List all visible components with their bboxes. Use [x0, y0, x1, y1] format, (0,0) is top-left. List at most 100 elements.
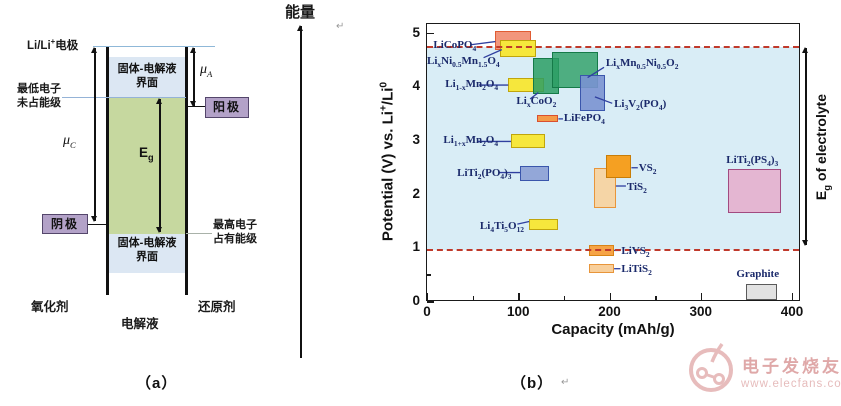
x-tick-label: 0 [423, 304, 431, 319]
mu-c-label: μC [63, 133, 76, 150]
lumo-label-line2: 未占能级 [17, 97, 61, 109]
y-tick-label: 5 [412, 24, 420, 40]
x-minor-tick [655, 296, 657, 300]
x-tick-label: 400 [780, 304, 804, 319]
anode-connector-line [188, 106, 205, 107]
material-label-litis2: LiTiS2 [621, 262, 652, 277]
sei-top-label-line1: 固体-电解液 [117, 63, 177, 75]
sei-top-label-line2: 界面 [136, 76, 158, 89]
material-box-li4ti5o12 [529, 219, 559, 231]
sei-band-top: 固体-电解液 界面 [109, 57, 185, 98]
material-box-li3v2po4 [580, 75, 605, 112]
electrolyte-label: 电解液 [121, 317, 159, 331]
return-mark: ↵ [336, 21, 345, 32]
eg-label: Eg [139, 145, 154, 163]
column-right-wall [185, 47, 188, 295]
material-label-liti2po43: LiTi2(PO4)3 [457, 167, 512, 182]
leader-line-licopo4 [470, 40, 496, 46]
reduction-limit-dashed-line [427, 248, 799, 251]
mu-c-arrow-icon [91, 47, 97, 222]
column-left-wall [106, 47, 109, 295]
li-electrode-level-line [93, 46, 215, 47]
x-tick-label: 100 [506, 304, 530, 319]
caption-b: （b） [511, 375, 554, 392]
x-tick [427, 293, 429, 300]
material-label-licopo4: LiCoPO4 [433, 39, 477, 54]
material-label-lixcoo2: LixCoO2 [516, 95, 557, 110]
elecfans-logo-icon [689, 342, 733, 392]
material-box-vs2 [605, 155, 632, 179]
leader-lines [470, 40, 638, 270]
lumo-level-line [62, 97, 186, 98]
material-box-liti2ps43 [728, 169, 782, 214]
y-tick-label: 4 [412, 78, 420, 94]
material-label-livs2: LiVS2 [621, 244, 650, 259]
x-minor-tick [472, 296, 475, 300]
material-box-li1+xmn2o4 [510, 134, 545, 148]
homo-level-line [186, 233, 212, 234]
y-minor-tick [427, 274, 431, 276]
leader-line-li3v2po4 [594, 96, 613, 104]
leader-line-lixni05mn15o4 [483, 49, 503, 59]
homo-label-line2: 占有能级 [213, 233, 257, 245]
material-box-liti2po43 [520, 165, 550, 182]
sei-bottom-label-line1: 固体-电解液 [117, 237, 177, 249]
anode-label: 阳极 [212, 100, 241, 114]
x-tick-label: 300 [689, 304, 713, 319]
energy-axis-label: 能量 [285, 4, 316, 21]
bandgap-region [109, 98, 185, 234]
y-tick-label: 1 [412, 239, 420, 255]
sei-bottom-label-line2: 界面 [136, 250, 158, 263]
y-tick-label: 3 [412, 131, 420, 147]
material-label-graphite: Graphite [736, 268, 780, 281]
oxidant-label: 氧化剂 [31, 300, 69, 314]
mu-a-label: μA [200, 62, 213, 79]
material-label-tis2: TiS2 [626, 180, 647, 195]
y-tick [427, 301, 434, 303]
x-tick [700, 293, 703, 300]
x-minor-tick [563, 296, 566, 300]
anode-box: 阳极 [205, 97, 249, 118]
lumo-label-line1: 最低电子 [17, 83, 61, 95]
plot-area: Capacity (mAh/g) LiCoPO4 LixNi0.5Mn1.5O4 L… [412, 23, 803, 338]
sei-band-bottom: 固体-电解液 界面 [109, 234, 185, 273]
leader-line-lixmn05ni05o2 [587, 66, 605, 79]
material-box-litis2 [589, 263, 615, 273]
oxidation-limit-dashed-line [427, 45, 799, 48]
y-tick [427, 32, 434, 35]
energy-axis-arrow-icon [297, 25, 303, 358]
homo-label-line1: 最高电子 [213, 219, 257, 231]
x-tick [518, 293, 520, 300]
x-tick [792, 293, 794, 300]
electrolyte-stability-window [427, 46, 799, 250]
material-label-lixni05mn15o4: LixNi0.5Mn1.5O4 [427, 54, 500, 70]
material-label-lifepo4: LiFePO4 [563, 111, 605, 127]
eg-electrolyte-label: Eg of electrolyte [813, 93, 833, 201]
material-label-li1-xmn2o4: Li1-xMn2O4 [445, 78, 499, 93]
leader-line-lixcoo2 [529, 92, 539, 100]
material-label-li3v2po4: Li3V2(PO4) [614, 98, 667, 113]
material-label-li1+xmn2o4: Li1+xMn2O4 [443, 134, 499, 149]
y-tick-label: 0 [412, 293, 420, 308]
material-label-liti2ps43: LiTi2(PS4)3 [726, 153, 779, 168]
watermark-url-text: www.elecfans.com [741, 378, 841, 390]
reductant-label: 还原剂 [198, 300, 236, 314]
material-box-lixni05mn15o4 [500, 39, 536, 58]
material-label-vs2: VS2 [638, 162, 657, 177]
y-tick-label: 2 [412, 185, 420, 201]
caption-a: （a） [136, 375, 178, 392]
li-electrode-label: Li/Li+电极 [27, 37, 79, 52]
cathode-box: 阴极 [42, 214, 88, 234]
cathode-connector-line [88, 224, 106, 225]
material-label-lixmn05ni05o2: LixMn0.5Ni0.5O2 [605, 57, 679, 72]
eg-window-arrow-icon [802, 47, 808, 246]
leader-line-li4ti5o12 [517, 220, 530, 225]
material-box-lifepo4 [537, 115, 559, 123]
x-tick [609, 293, 611, 300]
return-mark: ↵ [561, 377, 570, 388]
x-tick-label: 200 [598, 304, 621, 319]
material-label-li4ti5o12: Li4Ti5O12 [479, 220, 525, 235]
eg-arrow-icon [156, 98, 162, 233]
cathode-label: 阴极 [50, 217, 79, 231]
